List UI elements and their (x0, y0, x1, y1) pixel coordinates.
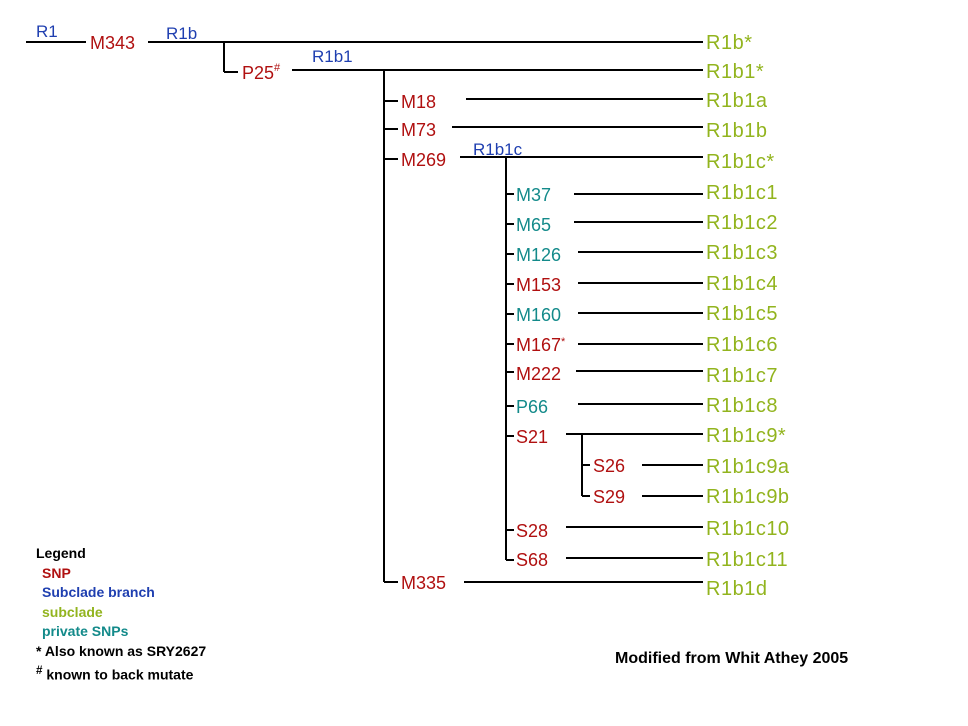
legend-note-text: known to back mutate (42, 666, 194, 683)
subclade-r1b1c1: R1b1c1 (706, 182, 778, 204)
subclade-r1b1c9-star: R1b1c9* (706, 425, 786, 447)
subclade-r1b1c4: R1b1c4 (706, 273, 778, 295)
legend: Legend SNP Subclade branch subclade priv… (36, 544, 206, 685)
branch-r1: R1 (36, 22, 58, 41)
branch-r1b1c: R1b1c (473, 140, 523, 159)
subclade-r1b1c11: R1b1c11 (706, 549, 788, 571)
snp-m73: M73 (401, 120, 436, 140)
snp-m65: M65 (516, 215, 551, 235)
legend-note-mark: # (36, 664, 43, 677)
subclade-r1b1b: R1b1b (706, 120, 767, 142)
subclade-r1b1c6: R1b1c6 (706, 334, 778, 356)
subclade-r1b1c9a: R1b1c9a (706, 456, 790, 478)
subclade-r1b1d: R1b1d (706, 578, 767, 600)
snp-m222: M222 (516, 364, 561, 384)
tree-lines (26, 41, 703, 583)
subclade-r1b1c5: R1b1c5 (706, 303, 778, 325)
snp-m37: M37 (516, 185, 551, 205)
subclade-r1b1c3: R1b1c3 (706, 242, 778, 264)
snp-p25: P25# (242, 62, 281, 83)
subclade-r1b-star: R1b* (706, 32, 752, 54)
snp-s28: S28 (516, 521, 548, 541)
subclade-r1b1c7: R1b1c7 (706, 365, 778, 387)
subclade-r1b1c8: R1b1c8 (706, 395, 778, 417)
subclade-r1b1c9b: R1b1c9b (706, 486, 790, 508)
subclade-r1b1c10: R1b1c10 (706, 518, 790, 540)
snp-m153: M153 (516, 275, 561, 295)
snp-p66: P66 (516, 397, 548, 417)
back-mutate-mark: # (274, 62, 281, 74)
legend-title: Legend (36, 545, 86, 561)
subclade-r1b1c-star: R1b1c* (706, 151, 775, 173)
snp-m160: M160 (516, 305, 561, 325)
snp-s26: S26 (593, 456, 625, 476)
snp-m126: M126 (516, 245, 561, 265)
legend-note-sry2627: * Also known as SRY2627 (36, 642, 207, 659)
legend-subclade: subclade (42, 603, 103, 620)
snp-m335: M335 (401, 573, 446, 593)
snp-s68: S68 (516, 550, 548, 570)
snp-m269: M269 (401, 150, 446, 170)
legend-private-snps: private SNPs (42, 623, 129, 639)
legend-subclade-branch: Subclade branch (42, 584, 155, 600)
source-credit: Modified from Whit Athey 2005 (615, 650, 849, 667)
snp-s29: S29 (593, 487, 625, 507)
branch-r1b1: R1b1 (312, 47, 353, 66)
branch-r1b: R1b (166, 24, 197, 43)
legend-snp: SNP (42, 564, 71, 581)
subclade-r1b1a: R1b1a (706, 90, 768, 112)
legend-note-back-mutate: # known to back mutate (36, 661, 206, 685)
snp-s21: S21 (516, 427, 548, 447)
sry2627-mark: * (561, 336, 566, 348)
subclade-r1b1-star: R1b1* (706, 61, 764, 83)
snp-m18: M18 (401, 92, 436, 112)
subclade-r1b1c2: R1b1c2 (706, 212, 778, 234)
snp-m167: M167* (516, 335, 566, 355)
snp-m343: M343 (90, 33, 135, 53)
